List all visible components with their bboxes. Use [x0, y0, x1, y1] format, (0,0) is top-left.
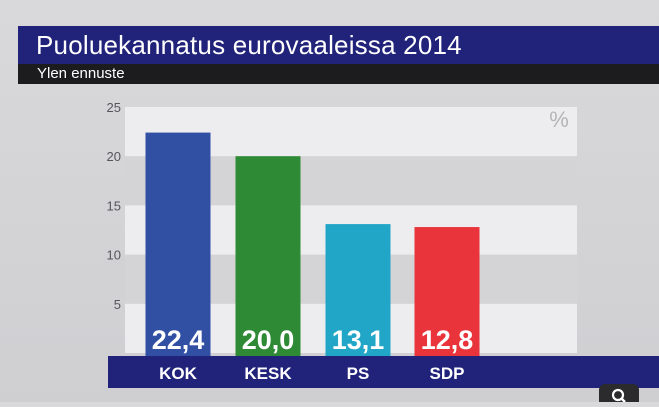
y-tick-label: 10: [107, 248, 121, 263]
y-tick-label: 5: [114, 297, 121, 312]
search-icon: [611, 388, 626, 403]
bar-kesk: [235, 156, 301, 356]
y-tick-label: 15: [107, 198, 121, 213]
category-bar: [108, 356, 659, 388]
bar-sdp: [414, 227, 480, 356]
category-label: KOK: [159, 364, 198, 383]
category-label: PS: [347, 364, 370, 383]
y-tick-label: 20: [107, 149, 121, 164]
bar-ps: [325, 224, 391, 356]
value-label: 12,8: [421, 325, 474, 355]
subtitle-bar: Ylen ennuste: [18, 64, 659, 84]
chart-title: Puoluekannatus eurovaaleissa 2014: [36, 30, 462, 60]
category-label: KESK: [244, 364, 292, 383]
value-label: 13,1: [332, 325, 385, 355]
category-label: SDP: [430, 364, 465, 383]
unit-label: %: [549, 107, 569, 132]
search-button[interactable]: [599, 384, 639, 403]
chart-subtitle: Ylen ennuste: [37, 65, 125, 82]
value-label: 20,0: [242, 325, 295, 355]
title-bar: Puoluekannatus eurovaaleissa 2014: [18, 26, 659, 64]
value-label: 22,4: [152, 325, 205, 355]
bar-kok: [145, 132, 211, 356]
y-tick-label: 25: [107, 100, 121, 115]
